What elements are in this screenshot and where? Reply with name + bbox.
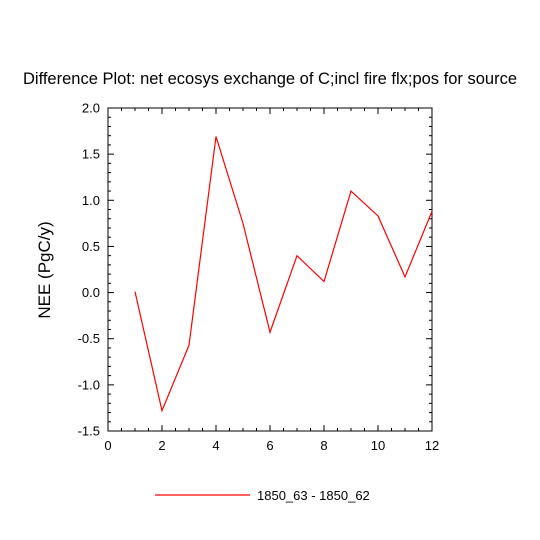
y-axis-label: NEE (PgC/y) (35, 221, 54, 318)
y-tick-label: -1.0 (78, 377, 100, 392)
series-line (134, 136, 433, 413)
y-tick-label: 1.5 (82, 147, 100, 162)
x-tick-label: 8 (320, 438, 327, 453)
x-tick-label: 12 (425, 438, 439, 453)
chart-title: Difference Plot: net ecosys exchange of … (23, 70, 517, 88)
x-tick-label: 0 (104, 438, 111, 453)
legend-label: 1850_63 - 1850_62 (257, 488, 370, 503)
x-tick-label: 6 (266, 438, 273, 453)
y-tick-label: 0.0 (82, 285, 100, 300)
y-tick-label: 1.0 (82, 193, 100, 208)
x-tick-label: 10 (371, 438, 385, 453)
legend: 1850_63 - 1850_62 (155, 488, 370, 503)
y-tick-label: -1.5 (78, 424, 100, 439)
y-tick-label: -0.5 (78, 331, 100, 346)
plot-area (134, 136, 433, 413)
x-tick-label: 4 (212, 438, 219, 453)
y-tick-label: 2.0 (82, 101, 100, 116)
plot-frame (107, 107, 433, 432)
axes: 0 2 4 6 8 10 12 -1.5 -1.0 -0.5 0.0 0.5 1.0 1.5 2.0 (78, 101, 440, 454)
x-tick-label: 2 (158, 438, 165, 453)
y-tick-label: 0.5 (82, 239, 100, 254)
